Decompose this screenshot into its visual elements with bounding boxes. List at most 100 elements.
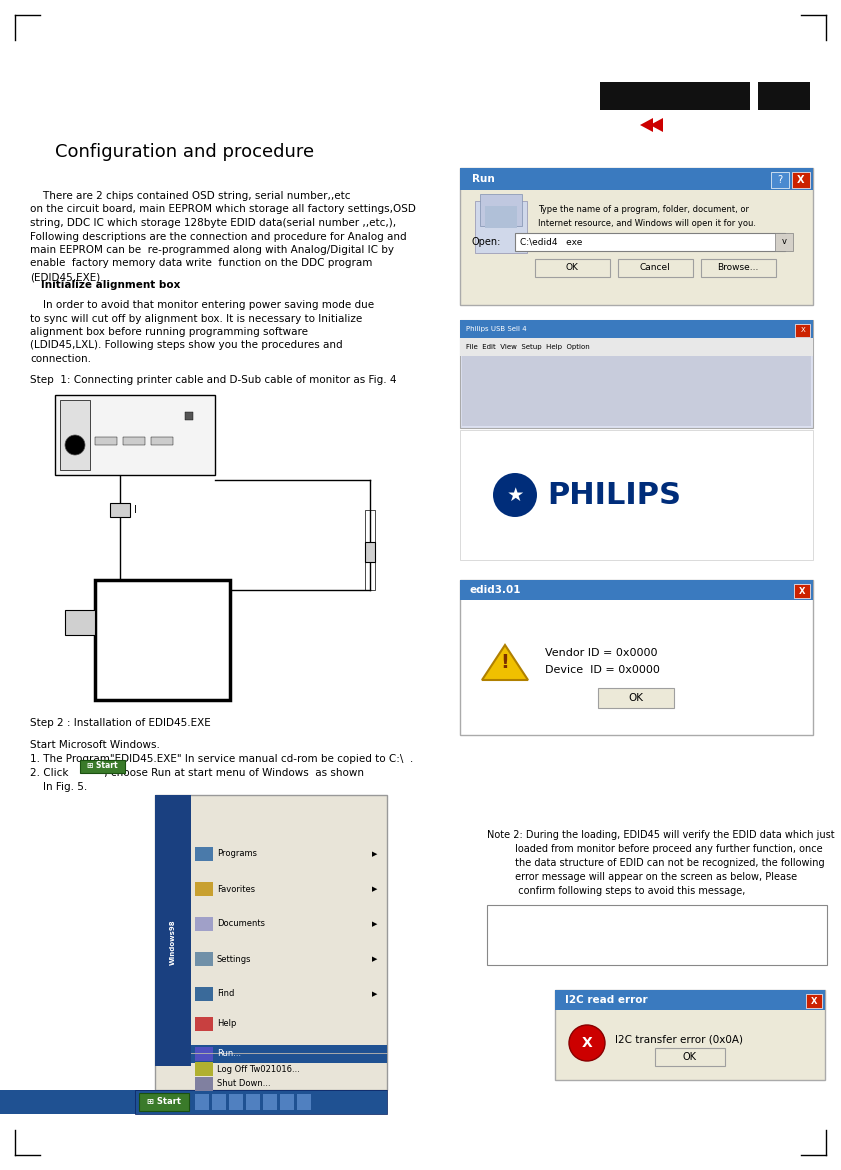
Text: 2. Click           , choose Run at start menu of Windows  as shown: 2. Click , choose Run at start menu of W…	[30, 768, 364, 778]
Bar	[462, 356, 811, 426]
Text: ▶: ▶	[373, 991, 378, 997]
Text: enable  factory memory data write  function on the DDC program: enable factory memory data write functio…	[30, 259, 373, 268]
Polygon shape	[650, 118, 663, 132]
Text: ⊞ Start: ⊞ Start	[147, 1097, 181, 1107]
Text: X: X	[811, 997, 817, 1005]
Polygon shape	[482, 645, 528, 680]
Text: v: v	[781, 238, 786, 247]
Text: alignment box before running programming software: alignment box before running programming…	[30, 326, 308, 337]
Bar	[195, 1078, 213, 1090]
Bar	[460, 321, 813, 428]
Bar	[480, 194, 522, 226]
Text: OK: OK	[565, 263, 579, 273]
Text: PHILIPS: PHILIPS	[547, 481, 681, 509]
Bar	[792, 172, 810, 188]
Bar	[535, 259, 610, 277]
Bar	[0, 1090, 387, 1114]
Text: File  Edit  View  Setup  Help  Option: File Edit View Setup Help Option	[466, 344, 590, 350]
Bar	[55, 395, 215, 475]
Text: Favorites: Favorites	[217, 885, 255, 894]
Text: Note 2: During the loading, EDID45 will verify the EDID data which just: Note 2: During the loading, EDID45 will …	[487, 830, 834, 840]
Text: OK: OK	[683, 1052, 697, 1062]
Bar	[95, 580, 230, 700]
Bar	[515, 233, 785, 252]
Text: C:\edid4   exe: C:\edid4 exe	[520, 238, 582, 247]
Text: confirm following steps to avoid this message,: confirm following steps to avoid this me…	[487, 886, 745, 896]
Text: main EEPROM can be  re-programmed along with Analog/Digital IC by: main EEPROM can be re-programmed along w…	[30, 245, 394, 255]
Text: error message will appear on the screen as below, Please: error message will appear on the screen …	[487, 872, 797, 882]
Text: (EDID45,EXE).: (EDID45,EXE).	[30, 271, 103, 282]
Text: Following descriptions are the connection and procedure for Analog and: Following descriptions are the connectio…	[30, 232, 407, 241]
Text: 3, Wrong communication channel has set at configuration setup: 3, Wrong communication channel has set a…	[492, 951, 819, 961]
Text: X: X	[797, 176, 805, 185]
Polygon shape	[640, 118, 653, 132]
Text: Internet resource, and Windows will open it for you.: Internet resource, and Windows will open…	[538, 219, 756, 227]
Bar	[460, 431, 813, 560]
Bar	[95, 438, 117, 445]
Text: connection.: connection.	[30, 355, 91, 364]
Text: Log Off Tw021016...: Log Off Tw021016...	[217, 1065, 300, 1074]
Text: X: X	[582, 1035, 592, 1049]
Text: Settings: Settings	[217, 955, 251, 964]
Bar	[460, 321, 813, 338]
Bar	[155, 794, 191, 1066]
Text: loaded from monitor before proceed any further function, once: loaded from monitor before proceed any f…	[487, 844, 822, 854]
Bar	[758, 82, 810, 110]
Text: Configuration and procedure: Configuration and procedure	[55, 143, 315, 161]
Bar	[195, 1094, 209, 1110]
Text: There are 2 chips contained OSD string, serial number,,etc: There are 2 chips contained OSD string, …	[30, 191, 351, 201]
Text: 1. The Program"EDID45.EXE" In service manual cd-rom be copied to C:\  .: 1. The Program"EDID45.EXE" In service ma…	[30, 753, 413, 764]
Text: the data structure of EDID can not be recognized, the following: the data structure of EDID can not be re…	[487, 858, 825, 868]
Circle shape	[569, 1025, 605, 1061]
Text: ▶: ▶	[373, 851, 378, 856]
Text: on the circuit board, main EEPROM which storage all factory settings,OSD: on the circuit board, main EEPROM which …	[30, 205, 416, 214]
Bar	[123, 438, 145, 445]
Text: Start Microsoft Windows.: Start Microsoft Windows.	[30, 739, 160, 750]
Bar	[487, 906, 827, 965]
Text: ▶: ▶	[373, 921, 378, 927]
Circle shape	[65, 435, 85, 455]
Bar	[460, 168, 813, 305]
Bar	[485, 206, 517, 228]
Text: Type the name of a program, folder, document, or: Type the name of a program, folder, docu…	[538, 206, 749, 214]
Text: (LDID45,LXL). Following steps show you the procedures and: (LDID45,LXL). Following steps show you t…	[30, 340, 342, 351]
Text: edid3.01: edid3.01	[470, 585, 521, 596]
Text: ⊞ Start: ⊞ Start	[87, 762, 117, 771]
Text: Help: Help	[217, 1019, 236, 1028]
Text: to sync will cut off by alignment box. It is necessary to Initialize: to sync will cut off by alignment box. I…	[30, 314, 362, 323]
Bar	[263, 1094, 277, 1110]
Text: Find: Find	[217, 990, 235, 998]
Text: I2C read error: I2C read error	[565, 994, 648, 1005]
Bar	[139, 1093, 189, 1111]
Bar	[195, 1017, 213, 1031]
Bar	[555, 990, 825, 1010]
Bar	[195, 952, 213, 966]
Bar	[155, 794, 387, 1090]
Bar	[600, 82, 750, 110]
Bar	[212, 1094, 226, 1110]
Bar	[655, 1048, 725, 1066]
Bar	[135, 1090, 387, 1114]
Text: OK: OK	[628, 693, 643, 703]
Bar	[195, 1062, 213, 1076]
Bar	[195, 882, 213, 896]
Bar	[246, 1094, 260, 1110]
Bar	[195, 987, 213, 1002]
Text: ▶: ▶	[373, 886, 378, 892]
Text: Vendor ID = 0x0000: Vendor ID = 0x0000	[545, 648, 658, 658]
Text: ★: ★	[506, 486, 524, 504]
Text: I2C transfer error (0x0A): I2C transfer error (0x0A)	[615, 1035, 743, 1045]
Bar	[365, 510, 375, 590]
Bar	[60, 400, 90, 470]
Bar	[229, 1094, 243, 1110]
Text: Initialize alignment box: Initialize alignment box	[30, 280, 180, 290]
Bar	[794, 584, 810, 598]
Bar	[80, 760, 125, 773]
Bar	[191, 1045, 387, 1064]
Text: Run...: Run...	[217, 1049, 241, 1059]
Bar	[555, 990, 825, 1080]
Text: X: X	[799, 586, 805, 596]
Bar	[775, 233, 793, 252]
Bar	[65, 610, 95, 635]
Text: Device  ID = 0x0000: Device ID = 0x0000	[545, 665, 660, 675]
